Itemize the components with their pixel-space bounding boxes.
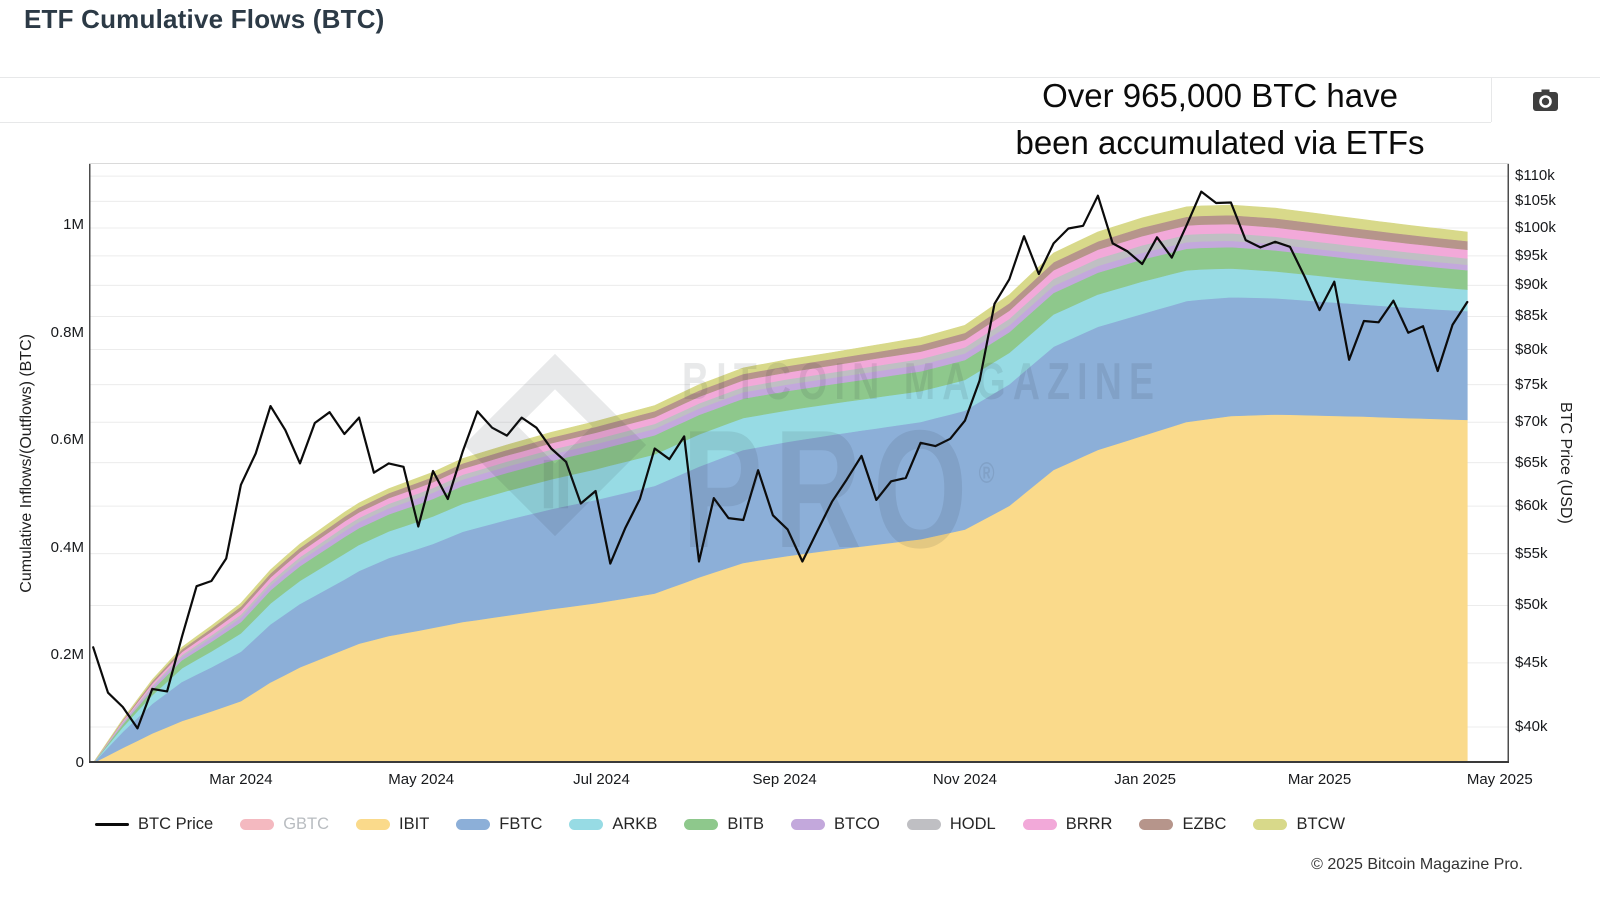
area-btcw [92,204,1468,763]
legend-label: BITB [727,815,765,833]
y-right-tick-$90k: $90k [1515,276,1548,294]
y-right-tick-$40k: $40k [1515,718,1548,735]
y-left-tick-0.2M: 0.2M [50,646,84,664]
legend-item-arkb[interactable]: ARKB [569,815,657,834]
area-swatch-gbtc [240,819,275,830]
copyright-footer: © 2025 Bitcoin Magazine Pro. [1311,856,1523,873]
plot-area[interactable] [89,163,1509,763]
area-swatch-btco [791,819,826,830]
btc-price-line [92,190,1469,730]
y-right-tick-$75k: $75k [1515,375,1548,393]
annotation-line-2: been accumulated via ETFs [1015,124,1425,161]
legend-item-ezbc[interactable]: EZBC [1139,815,1226,834]
area-swatch-ezbc [1139,819,1174,830]
legend-item-brrr[interactable]: BRRR [1022,815,1113,834]
y-right-tick-$50k: $50k [1515,596,1548,614]
legend-item-fbtc[interactable]: FBTC [456,815,542,834]
y-left-tick-0.4M: 0.4M [50,538,84,556]
x-tick-may-2025: May 2025 [1466,771,1533,788]
y-right-tick-$85k: $85k [1515,307,1548,325]
legend-label: FBTC [499,815,543,833]
x-tick-may-2024: May 2024 [388,771,455,788]
legend-label: BTCW [1296,815,1346,833]
area-swatch-bitb [684,819,719,830]
camera-cell-divider [1491,77,1492,122]
y-right-tick-$45k: $45k [1515,653,1548,671]
x-tick-mar-2024: Mar 2024 [209,771,273,788]
legend-label: ARKB [612,815,658,833]
x-tick-sep-2024: Sep 2024 [752,771,817,788]
y-right-tick-$110k: $110k [1515,167,1555,185]
y-right-tick-$80k: $80k [1515,340,1548,358]
snapshot-camera-button[interactable] [1524,84,1566,116]
legend-item-btco[interactable]: BTCO [791,815,880,834]
area-swatch-arkb [569,819,604,830]
x-tick-jul-2024: Jul 2024 [573,771,630,788]
y-right-tick-$105k: $105k [1515,192,1556,210]
x-tick-nov-2024: Nov 2024 [932,771,998,788]
y-right-tick-$65k: $65k [1515,453,1548,471]
y-left-tick-0.6M: 0.6M [50,431,84,449]
chart-annotation: Over 965,000 BTC have been accumulated v… [950,72,1490,166]
page-title: ETF Cumulative Flows (BTC) [24,4,385,34]
legend-item-btc-price[interactable]: BTC Price [95,815,213,834]
camera-icon [1532,89,1559,112]
line-swatch-btc-price [95,823,129,826]
header-divider [0,77,1600,78]
legend-label: IBIT [399,815,430,833]
area-swatch-fbtc [456,819,491,830]
chart-legend: BTC Price GBTC IBIT FBTC ARKB BITB BTCO HODL BRR… [95,815,1345,834]
y-right-tick-$70k: $70k [1515,413,1548,431]
y-left-tick-0: 0 [75,754,84,771]
legend-item-ibit[interactable]: IBIT [356,815,429,834]
legend-item-gbtc[interactable]: GBTC [240,815,329,834]
legend-label: BRRR [1065,815,1113,833]
legend-item-bitb[interactable]: BITB [684,815,764,834]
legend-label: GBTC [283,815,330,833]
area-swatch-brrr [1022,819,1057,830]
y-right-tick-$60k: $60k [1515,497,1548,515]
legend-label: HODL [949,815,996,833]
y-left-tick-1M: 1M [63,216,84,233]
legend-item-btcw[interactable]: BTCW [1253,815,1345,834]
legend-label: BTC Price [138,815,214,833]
annotation-line-1: Over 965,000 BTC have [1042,77,1398,114]
y-axis-left-title: Cumulative Inflows/(Outflows) (BTC) [18,333,35,593]
x-tick-mar-2025: Mar 2025 [1287,771,1352,788]
area-swatch-hodl [906,819,941,830]
y-right-tick-$55k: $55k [1515,544,1548,562]
area-swatch-btcw [1253,819,1288,830]
x-tick-jan-2025: Jan 2025 [1114,771,1177,788]
y-left-tick-0.8M: 0.8M [50,323,84,341]
legend-label: BTCO [834,815,880,833]
area-swatch-ibit [356,819,391,830]
legend-item-hodl[interactable]: HODL [906,815,996,834]
legend-label: EZBC [1182,815,1227,833]
y-right-tick-$100k: $100k [1515,218,1556,236]
y-right-tick-$95k: $95k [1515,246,1548,264]
y-axis-right-title: BTC Price (USD) [1557,402,1574,524]
subheader-divider [0,122,1491,123]
